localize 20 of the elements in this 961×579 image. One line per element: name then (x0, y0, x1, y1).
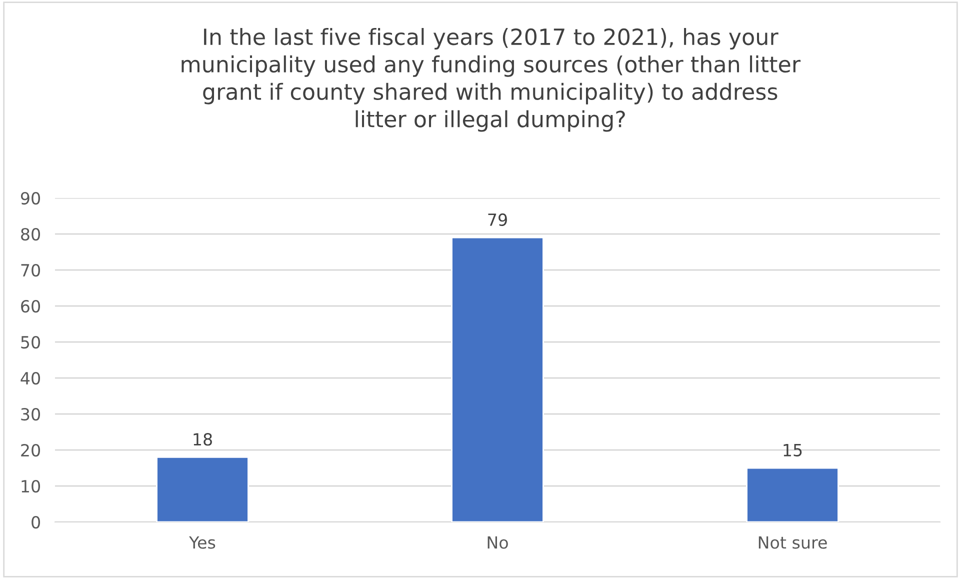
bar (451, 236, 544, 522)
y-tick-label: 60 (21, 300, 40, 313)
x-tick-label: No (488, 536, 508, 549)
y-tick-label: 0 (32, 516, 40, 529)
bar (746, 467, 839, 522)
y-tick-label: 70 (21, 264, 40, 277)
y-tick-label: 30 (21, 408, 40, 421)
y-tick-label: 50 (21, 336, 40, 349)
x-tick-label: Yes (189, 536, 216, 549)
y-tick-label: 20 (21, 444, 40, 457)
y-tick-label: 10 (22, 480, 40, 493)
data-label: 15 (784, 444, 802, 456)
y-tick-label: 40 (20, 372, 40, 385)
x-tick-label: Not sure (758, 536, 827, 549)
chart-title: In the last five fiscal years (2017 to 2021), has your municipality used any funding sources (other than litter grant if county shared with municipality) to address litter or illegal dumping? (182, 28, 801, 132)
data-label: 18 (194, 433, 212, 446)
bar (156, 456, 249, 522)
data-label: 79 (488, 213, 507, 226)
y-tick-label: 90 (20, 192, 40, 205)
y-tick-label: 80 (21, 228, 40, 241)
